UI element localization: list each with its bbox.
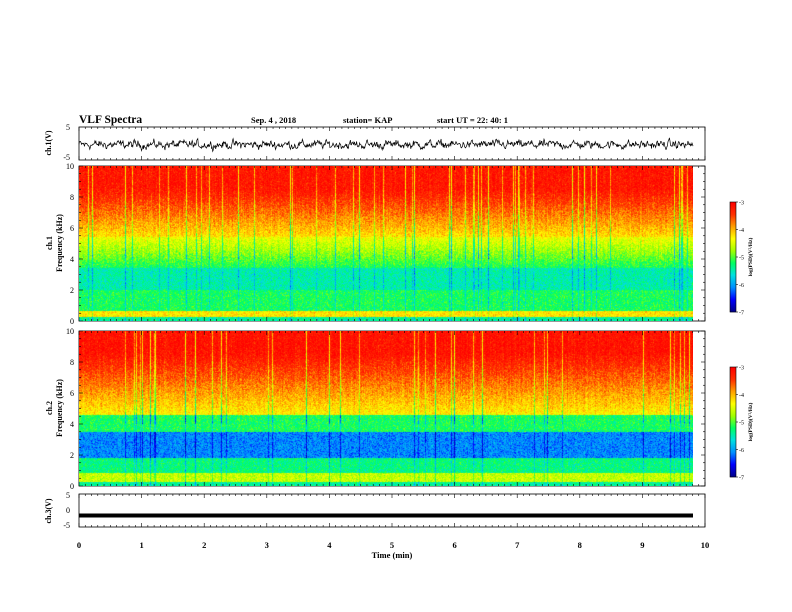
station-label: station= KAP (343, 115, 392, 125)
ytick-label: 8 (70, 358, 74, 367)
colorbar-tick-label: -3 (739, 201, 744, 207)
date-label: Sep. 4 , 2018 (251, 115, 296, 125)
colorbar-tick-label: -4 (739, 393, 744, 399)
time-tick-label: 8 (578, 540, 582, 550)
ch3-waveform-panel: 5 0 -5 ch.3(V) (44, 491, 706, 530)
start-time-label: start UT = 22: 40: 1 (437, 115, 508, 125)
colorbar-tick-label: -7 (739, 311, 744, 317)
ch1-spectrogram-ylabel-freq: Frequency (kHz) (55, 214, 64, 272)
ch1-colorbar: -3 -4 -5 -6 -7 log(PSD)(V²/Hz) (729, 201, 754, 317)
colorbar-label: log(PSD)(V²/Hz) (747, 238, 754, 277)
ytick-label: 4 (70, 420, 74, 429)
time-tick-label: 2 (202, 540, 206, 550)
ytick-label: 8 (70, 193, 74, 202)
ch3-waveform-ylabel: ch.3(V) (44, 498, 53, 523)
time-tick-label: 4 (327, 540, 332, 550)
ytick-label: 2 (70, 451, 74, 460)
colorbar-tick-label: -4 (739, 228, 744, 234)
ytick-label: 4 (70, 255, 74, 264)
ch3-ytick-bottom: -5 (63, 521, 70, 530)
ch1-ytick-bottom: -5 (63, 153, 70, 162)
ch2-spectrogram-image (79, 331, 693, 486)
time-tick-label: 1 (139, 540, 143, 550)
time-axis: 0 1 2 3 4 5 6 7 8 9 10 (77, 540, 709, 550)
ch1-waveform-panel: 5 -5 ch.1(V) (44, 123, 706, 162)
time-tick-label: 10 (701, 540, 710, 550)
time-tick-label: 9 (640, 540, 644, 550)
ch1-spectrogram-ylabel-channel: ch.1 (45, 236, 54, 250)
time-tick-label: 0 (77, 540, 81, 550)
ch1-trace (78, 137, 694, 153)
time-tick-label: 6 (452, 540, 456, 550)
ch1-waveform-ylabel: ch.1(V) (44, 130, 53, 155)
ch3-ytick-top: 5 (66, 491, 70, 500)
ch3-ytick-mid: 0 (66, 506, 70, 515)
ytick-label: 10 (66, 162, 74, 171)
time-tick-label: 5 (390, 540, 394, 550)
ch2-spectrogram-panel: 0 2 4 6 8 10 ch.2 Frequency (kHz) (45, 327, 706, 491)
ch2-spectrogram-ylabel-freq: Frequency (kHz) (55, 379, 64, 437)
colorbar-tick-label: -5 (739, 421, 744, 427)
ytick-label: 6 (70, 224, 74, 233)
ch1-ytick-top: 5 (66, 123, 70, 132)
ytick-label: 0 (70, 482, 74, 491)
ytick-label: 10 (66, 327, 74, 336)
ch2-spectrogram-ylabel-channel: ch.2 (45, 401, 54, 415)
time-axis-label: Time (min) (372, 550, 413, 560)
ch2-colorbar: -3 -4 -5 -6 -7 log(PSD)(V²/Hz) (729, 366, 754, 482)
ytick-label: 0 (70, 317, 74, 326)
ch1-spectrogram-image (79, 166, 693, 321)
ch1-spectrogram-panel: 0 2 4 6 8 10 ch.1 Frequency (kHz) (45, 162, 706, 326)
colorbar-label: log(PSD)(V²/Hz) (747, 403, 754, 442)
colorbar-tick-label: -5 (739, 256, 744, 262)
colorbar-tick-label: -6 (739, 283, 744, 289)
colorbar-tick-label: -3 (739, 366, 744, 372)
ytick-label: 6 (70, 389, 74, 398)
ytick-label: 2 (70, 286, 74, 295)
time-tick-label: 3 (265, 540, 269, 550)
colorbar-tick-label: -7 (739, 476, 744, 482)
colorbar-tick-label: -6 (739, 448, 744, 454)
time-tick-label: 7 (515, 540, 520, 550)
figure-title: VLF Spectra (79, 114, 142, 126)
